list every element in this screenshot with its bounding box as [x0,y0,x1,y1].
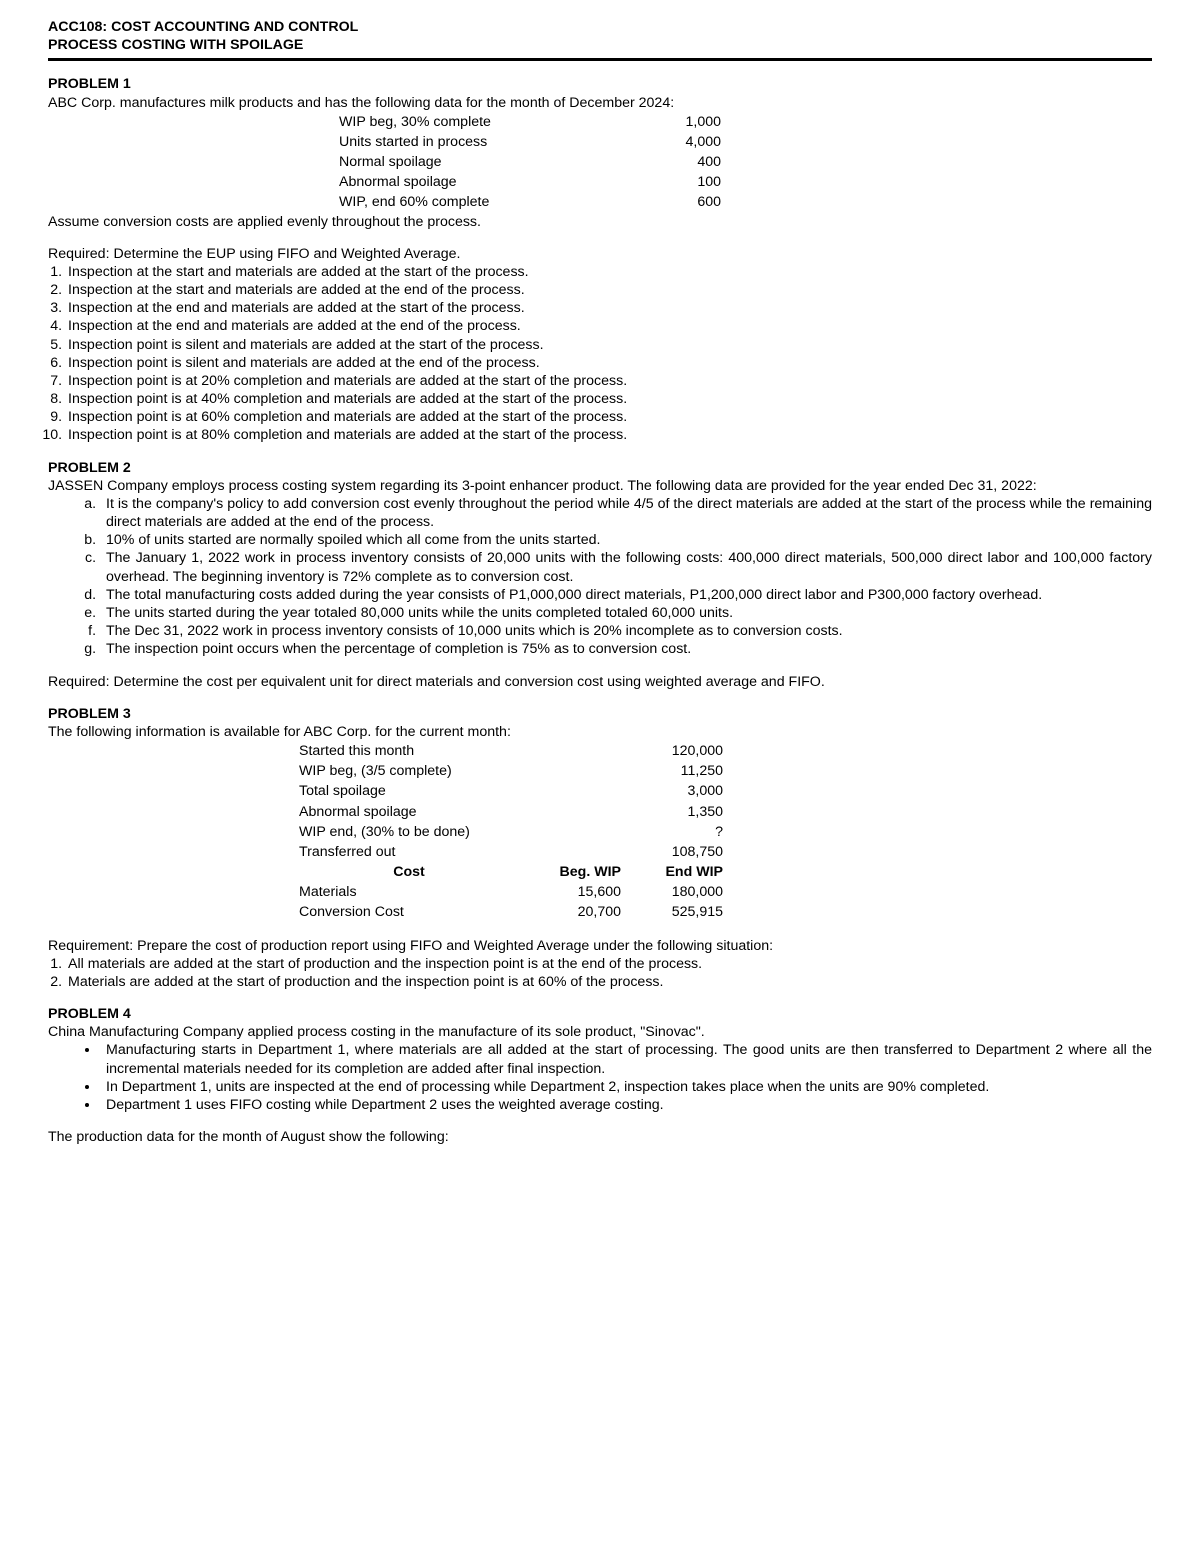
table-row: WIP beg, 30% complete1,000 [338,112,722,132]
problem-2-list: It is the company's policy to add conver… [78,495,1152,659]
table-row: WIP end, (30% to be done)? [298,822,724,842]
list-item: The inspection point occurs when the per… [100,640,1152,658]
list-item: Materials are added at the start of prod… [66,973,1152,991]
problem-4-title: PROBLEM 4 [48,1005,1152,1023]
problem-3-requirement: Requirement: Prepare the cost of product… [48,937,1152,955]
table-row: Transferred out 108,750 [298,842,724,862]
data-label: WIP end, (30% to be done) [298,822,520,842]
data-value: 400 [620,152,722,172]
problem-1-intro: ABC Corp. manufactures milk products and… [48,94,1152,112]
list-item: Inspection at the end and materials are … [66,317,1152,335]
problem-4-list: Manufacturing starts in Department 1, wh… [78,1041,1152,1114]
column-header: Cost [298,862,520,882]
table-row: WIP beg, (3/5 complete) 11,250 [298,761,724,781]
problem-2-intro: JASSEN Company employs process costing s… [48,477,1152,495]
problem-1-title: PROBLEM 1 [48,75,1152,93]
data-value [520,761,622,781]
problem-3-situations-list: All materials are added at the start of … [48,955,1152,991]
problem-4-intro: China Manufacturing Company applied proc… [48,1023,1152,1041]
data-label: Conversion Cost [298,902,520,922]
table-row: Materials15,600180,000 [298,882,724,902]
list-item: Inspection point is at 20% completion an… [66,372,1152,390]
problem-1-requirements-list: Inspection at the start and materials ar… [48,263,1152,445]
data-value [520,802,622,822]
list-item: The January 1, 2022 work in process inve… [100,549,1152,585]
data-value: 1,350 [622,802,724,822]
data-value: 15,600 [520,882,622,902]
list-item: Manufacturing starts in Department 1, wh… [100,1041,1152,1077]
table-row: Started this month 120,000 [298,741,724,761]
table-row: Abnormal spoilage100 [338,172,722,192]
list-item: The Dec 31, 2022 work in process invento… [100,622,1152,640]
list-item: Inspection point is at 40% completion an… [66,390,1152,408]
table-row: Cost Beg. WIP End WIP [298,862,724,882]
table-row: Units started in process4,000 [338,132,722,152]
table-row: Total spoilage 3,000 [298,781,724,801]
data-value [520,781,622,801]
data-label: WIP, end 60% complete [338,192,620,212]
problem-3-intro: The following information is available f… [48,723,1152,741]
data-value: ? [622,822,724,842]
data-value [520,822,622,842]
data-label: Started this month [298,741,520,761]
problem-2-required: Required: Determine the cost per equival… [48,673,1152,691]
problem-1-required: Required: Determine the EUP using FIFO a… [48,245,1152,263]
list-item: The total manufacturing costs added duri… [100,586,1152,604]
list-item: Inspection at the end and materials are … [66,299,1152,317]
list-item: It is the company's policy to add conver… [100,495,1152,531]
data-value: 100 [620,172,722,192]
list-item: Inspection point is silent and materials… [66,336,1152,354]
data-label: Transferred out [298,842,520,862]
data-label: Abnormal spoilage [298,802,520,822]
list-item: Inspection at the start and materials ar… [66,263,1152,281]
data-label: WIP beg, (3/5 complete) [298,761,520,781]
column-header: End WIP [622,862,724,882]
list-item: In Department 1, units are inspected at … [100,1078,1152,1096]
data-label: Total spoilage [298,781,520,801]
column-header: Beg. WIP [520,862,622,882]
list-item: Inspection at the start and materials ar… [66,281,1152,299]
data-value: 4,000 [620,132,722,152]
data-value: 180,000 [622,882,724,902]
data-value: 20,700 [520,902,622,922]
list-item: Inspection point is at 80% completion an… [66,426,1152,444]
list-item: Inspection point is silent and materials… [66,354,1152,372]
data-value: 120,000 [622,741,724,761]
table-row: WIP, end 60% complete600 [338,192,722,212]
data-label: WIP beg, 30% complete [338,112,620,132]
data-value: 525,915 [622,902,724,922]
data-value: 1,000 [620,112,722,132]
list-item: The units started during the year totale… [100,604,1152,622]
data-value: 11,250 [622,761,724,781]
data-label: Normal spoilage [338,152,620,172]
table-row: Conversion Cost20,700525,915 [298,902,724,922]
problem-1-assume: Assume conversion costs are applied even… [48,213,1152,231]
data-label: Materials [298,882,520,902]
problem-3-data-table: Started this month 120,000 WIP beg, (3/5 … [298,741,724,923]
problem-4-closing: The production data for the month of Aug… [48,1128,1152,1146]
data-label: Units started in process [338,132,620,152]
list-item: 10% of units started are normally spoile… [100,531,1152,549]
data-value: 600 [620,192,722,212]
data-value [520,842,622,862]
problem-3-title: PROBLEM 3 [48,705,1152,723]
document-header: ACC108: COST ACCOUNTING AND CONTROL PROC… [48,18,1152,61]
table-row: Normal spoilage400 [338,152,722,172]
data-value: 3,000 [622,781,724,801]
list-item: All materials are added at the start of … [66,955,1152,973]
list-item: Inspection point is at 60% completion an… [66,408,1152,426]
data-label: Abnormal spoilage [338,172,620,192]
list-item: Department 1 uses FIFO costing while Dep… [100,1096,1152,1114]
table-row: Abnormal spoilage 1,350 [298,802,724,822]
problem-1-data-table: WIP beg, 30% complete1,000 Units started… [338,112,722,213]
data-value: 108,750 [622,842,724,862]
problem-2-title: PROBLEM 2 [48,459,1152,477]
header-line-1: ACC108: COST ACCOUNTING AND CONTROL [48,18,1152,36]
header-line-2: PROCESS COSTING WITH SPOILAGE [48,36,1152,54]
data-value [520,741,622,761]
